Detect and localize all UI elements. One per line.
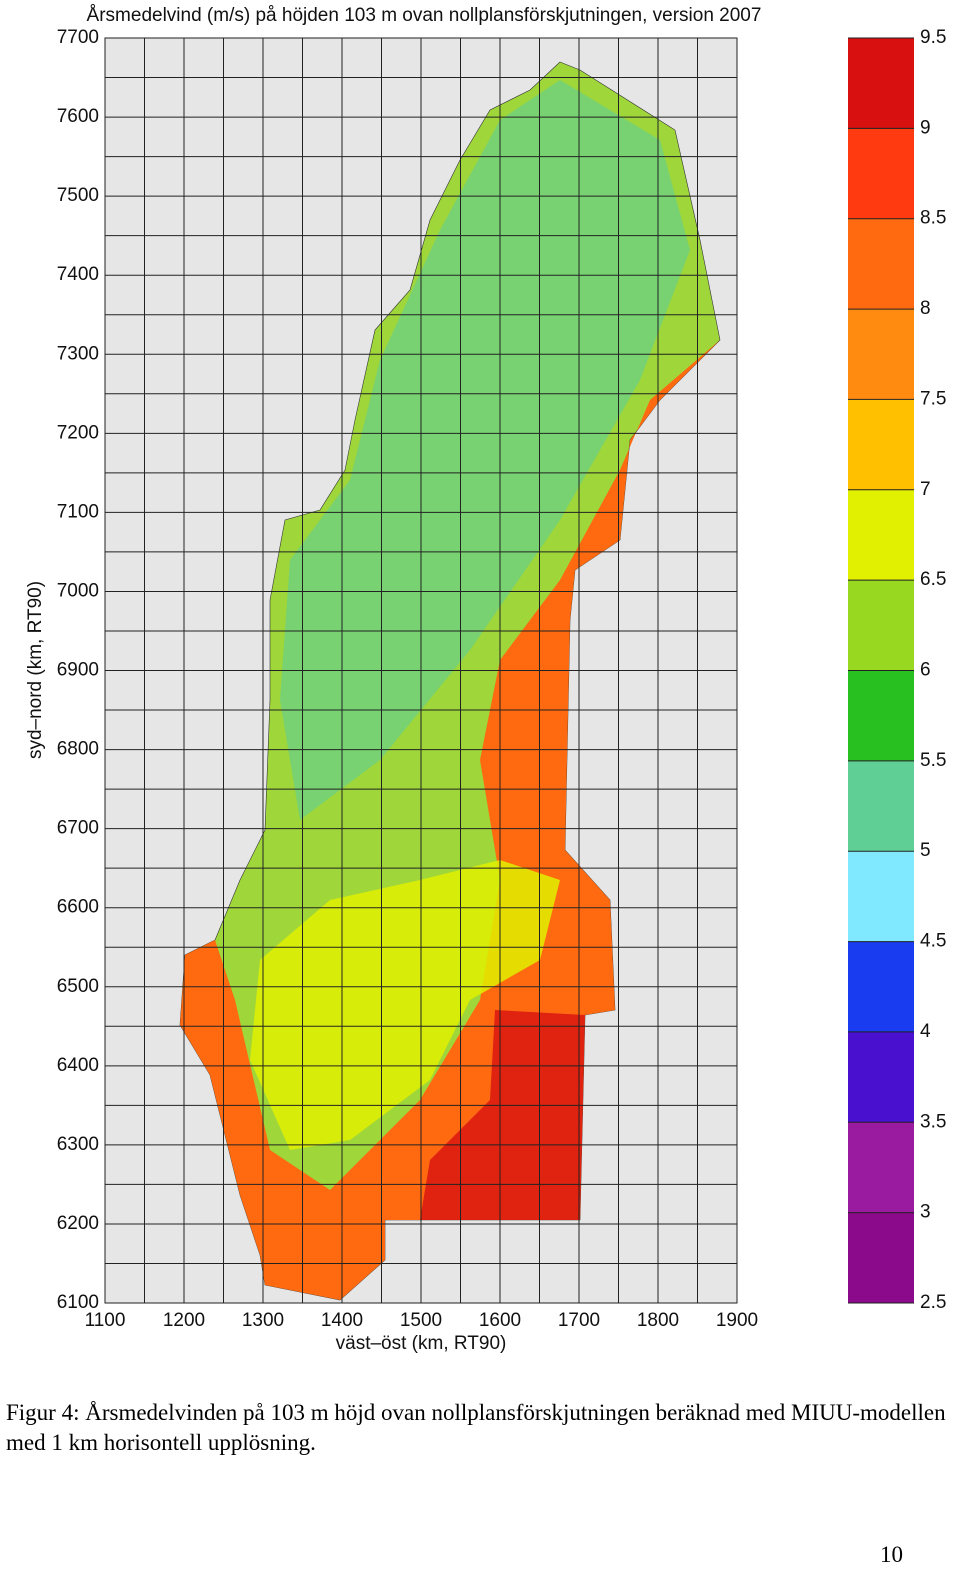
y-tick-label: 6100 — [57, 1292, 99, 1313]
colorbar-tick-label: 2.5 — [920, 1292, 946, 1313]
y-tick-label: 7400 — [57, 264, 99, 285]
colorbar-tick-label: 6 — [920, 660, 931, 681]
y-tick-label: 6900 — [57, 660, 99, 681]
colorbar-tick-label: 8.5 — [920, 208, 946, 229]
x-tick-label: 1700 — [558, 1310, 600, 1331]
x-tick-label: 1900 — [716, 1310, 758, 1331]
colorbar-tick-label: 4.5 — [920, 931, 946, 952]
colorbar-tick-label: 5 — [920, 840, 931, 861]
colorbar-bin — [848, 489, 914, 581]
y-tick-label: 6500 — [57, 976, 99, 997]
y-tick-label: 7000 — [57, 580, 99, 601]
y-tick-label: 7200 — [57, 422, 99, 443]
y-tick-label: 6700 — [57, 818, 99, 839]
caption: Figur 4: Årsmedelvinden på 103 m höjd ov… — [6, 1400, 946, 1455]
colorbar-tick-label: 3 — [920, 1202, 931, 1223]
colorbar-bin — [848, 399, 914, 490]
map-sea-zone — [420, 1010, 585, 1220]
x-tick-label: 1400 — [321, 1310, 363, 1331]
figure: Årsmedelvind (m/s) på höjden 103 m ovan … — [25, 5, 946, 1354]
y-tick-label: 6600 — [57, 897, 99, 918]
x-tick-label: 1300 — [242, 1310, 284, 1331]
colorbar-tick-label: 7 — [920, 479, 931, 500]
colorbar-bin — [848, 128, 914, 219]
map-north-zone — [280, 80, 690, 820]
colorbar-tick-label: 5.5 — [920, 750, 946, 771]
colorbar-bin — [848, 941, 914, 1032]
colorbar-bin — [848, 760, 914, 852]
colorbar-tick-label: 8 — [920, 298, 931, 319]
colorbar-bin — [848, 38, 914, 129]
map-south-zone — [250, 860, 560, 1150]
colorbar-tick-label: 7.5 — [920, 388, 946, 409]
y-tick-label: 6200 — [57, 1213, 99, 1234]
y-tick-label: 7500 — [57, 185, 99, 206]
colorbar-bin — [848, 1122, 914, 1213]
page-number: 10 — [880, 1542, 903, 1567]
figure-title: Årsmedelvind (m/s) på höjden 103 m ovan … — [87, 5, 762, 26]
colorbar-tick-label: 6.5 — [920, 569, 946, 590]
y-tick-label: 6400 — [57, 1055, 99, 1076]
y-tick-label: 6300 — [57, 1134, 99, 1155]
x-tick-label: 1600 — [479, 1310, 521, 1331]
y-axis-label: syd–nord (km, RT90) — [25, 581, 46, 759]
colorbar-bin — [848, 1031, 914, 1123]
colorbar-bin — [848, 670, 914, 761]
y-tick-label: 7700 — [57, 27, 99, 48]
colorbar-bin — [848, 580, 914, 671]
x-tick-label: 1800 — [637, 1310, 679, 1331]
colorbar-tick-label: 9 — [920, 117, 931, 138]
x-axis-label: väst–öst (km, RT90) — [336, 1333, 507, 1354]
colorbar-bin — [848, 851, 914, 942]
plot-frame — [104, 37, 738, 1304]
map-coast-zone — [180, 340, 720, 1300]
colorbar-bin — [848, 1212, 914, 1303]
colorbar-tick-label: 4 — [920, 1021, 931, 1042]
colorbar-tick-label: 3.5 — [920, 1111, 946, 1132]
x-tick-label: 1500 — [400, 1310, 442, 1331]
y-tick-label: 7600 — [57, 106, 99, 127]
colorbar-bin — [848, 218, 914, 310]
y-tick-label: 6800 — [57, 739, 99, 760]
x-tick-label: 1100 — [85, 1310, 126, 1331]
y-tick-label: 7300 — [57, 343, 99, 364]
y-tick-label: 7100 — [57, 501, 99, 522]
x-tick-label: 1200 — [163, 1310, 205, 1331]
colorbar-bin — [848, 309, 914, 400]
colorbar-tick-label: 9.5 — [920, 27, 946, 48]
